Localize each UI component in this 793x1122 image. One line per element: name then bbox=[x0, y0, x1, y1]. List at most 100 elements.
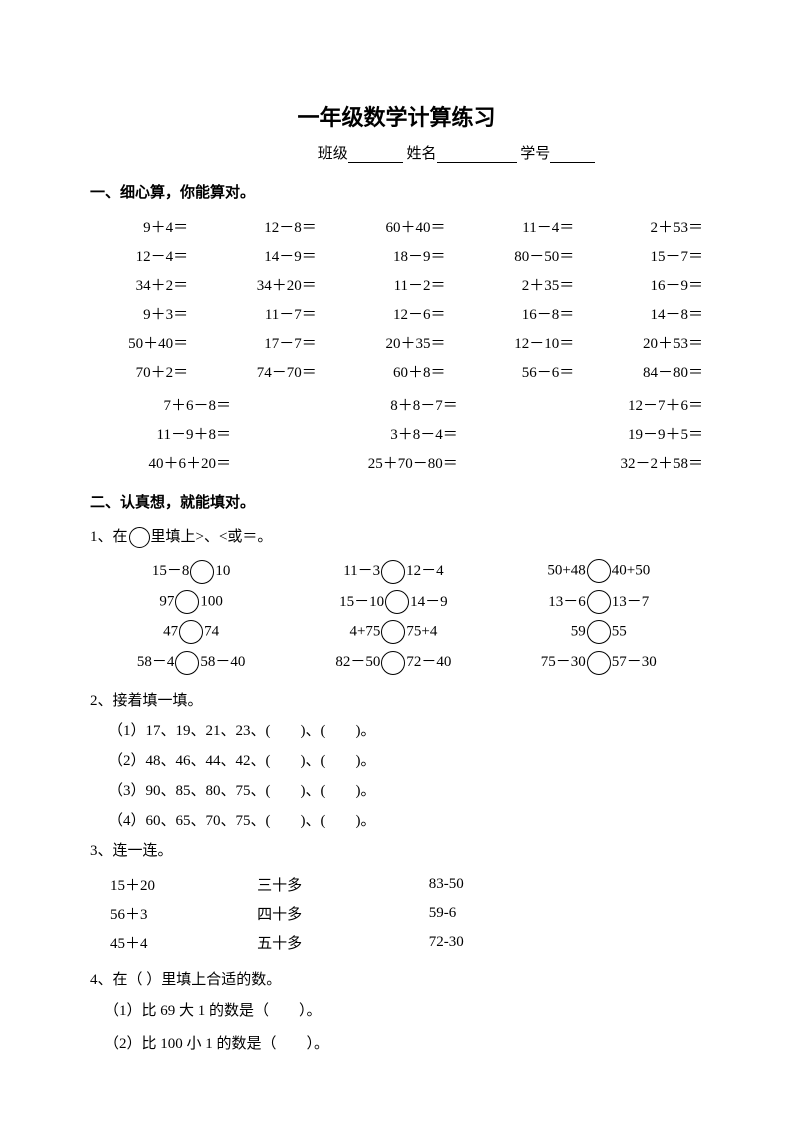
equation-cell: 16－9＝ bbox=[574, 270, 703, 299]
circle-blank[interactable] bbox=[587, 651, 611, 675]
q4-lines: （1）比 69 大 1 的数是（ ）。（2）比 100 小 1 的数是（ ）。 bbox=[104, 995, 703, 1061]
sequence-line: （1）17、19、21、23、( )、( )。 bbox=[108, 716, 703, 746]
link-cell: 56＋3 bbox=[110, 899, 257, 928]
id-blank[interactable] bbox=[550, 148, 595, 163]
compare-left: 58－4 bbox=[137, 654, 175, 670]
equations-3col: 7＋6－8＝8＋8－7＝12－7＋6＝11－9＋8＝3＋8－4＝19－9＋5＝4… bbox=[90, 390, 703, 477]
equation-cell: 2＋53＝ bbox=[574, 212, 703, 241]
compare-left: 50+48 bbox=[547, 563, 585, 579]
equation-cell: 7＋6－8＝ bbox=[90, 390, 231, 419]
compare-right: 40+50 bbox=[612, 563, 650, 579]
section1-heading: 一、细心算，你能算对。 bbox=[90, 181, 703, 202]
link-cell: 59-6 bbox=[429, 899, 601, 928]
name-label: 姓名 bbox=[406, 146, 436, 162]
equation-cell: 14－9＝ bbox=[188, 241, 317, 270]
equation-cell: 32－2＋58＝ bbox=[458, 448, 703, 477]
link-table: 15＋20三十多83-5056＋3四十多59-645＋4五十多72-30 bbox=[110, 870, 600, 957]
sequence-line: （4）60、65、70、75、( )、( )。 bbox=[108, 806, 703, 836]
compare-cell: 11－312－4 bbox=[292, 556, 494, 587]
compare-cell: 50+48 40+50 bbox=[495, 556, 703, 587]
compare-left: 13－6 bbox=[548, 594, 586, 610]
equation-cell: 70＋2＝ bbox=[90, 357, 188, 386]
equation-cell: 12－4＝ bbox=[90, 241, 188, 270]
section2-heading: 二、认真想，就能填对。 bbox=[90, 491, 703, 512]
equation-cell: 34＋20＝ bbox=[188, 270, 317, 299]
link-cell: 四十多 bbox=[257, 899, 429, 928]
equation-cell: 80－50＝ bbox=[446, 241, 575, 270]
equation-cell: 17－7＝ bbox=[188, 328, 317, 357]
compare-right: 74 bbox=[204, 624, 219, 640]
circle-blank[interactable] bbox=[381, 651, 405, 675]
q1-stem: 1、在 里填上>、<或＝。 bbox=[90, 522, 703, 552]
compare-right: 57－30 bbox=[612, 654, 657, 670]
equation-cell: 40＋6＋20＝ bbox=[90, 448, 231, 477]
circle-blank[interactable] bbox=[175, 651, 199, 675]
equation-cell: 60＋40＝ bbox=[317, 212, 446, 241]
fill-line: （1）比 69 大 1 的数是（ ）。 bbox=[104, 995, 703, 1028]
sequence-line: （2）48、46、44、42、( )、( )。 bbox=[108, 746, 703, 776]
equation-cell: 11－7＝ bbox=[188, 299, 317, 328]
circle-blank[interactable] bbox=[385, 590, 409, 614]
equation-cell: 11－2＝ bbox=[317, 270, 446, 299]
equation-cell: 11－9＋8＝ bbox=[90, 419, 231, 448]
link-cell: 三十多 bbox=[257, 870, 429, 899]
q1-stem-a: 1、在 bbox=[90, 529, 128, 545]
class-blank[interactable] bbox=[348, 148, 403, 163]
circle-blank[interactable] bbox=[381, 620, 405, 644]
q3-stem: 3、连一连。 bbox=[90, 836, 703, 866]
circle-blank[interactable] bbox=[190, 560, 214, 584]
equation-cell: 12－10＝ bbox=[446, 328, 575, 357]
compare-cell: 75－30 57－30 bbox=[495, 647, 703, 678]
equation-cell: 15－7＝ bbox=[574, 241, 703, 270]
compare-cell: 15－810 bbox=[90, 556, 292, 587]
compare-left: 75－30 bbox=[541, 654, 586, 670]
circle-blank[interactable] bbox=[381, 560, 405, 584]
link-cell: 15＋20 bbox=[110, 870, 257, 899]
equation-cell: 84－80＝ bbox=[574, 357, 703, 386]
compare-right: 100 bbox=[200, 593, 223, 609]
equation-cell: 25＋70－80＝ bbox=[231, 448, 458, 477]
name-blank[interactable] bbox=[437, 148, 517, 163]
compare-right: 55 bbox=[612, 624, 627, 640]
q2-stem: 2、接着填一填。 bbox=[90, 686, 703, 716]
circle-blank[interactable] bbox=[587, 559, 611, 583]
equation-cell: 60＋8＝ bbox=[317, 357, 446, 386]
equation-cell: 20＋35＝ bbox=[317, 328, 446, 357]
class-label: 班级 bbox=[318, 146, 348, 162]
compare-cell: 13－613－7 bbox=[495, 587, 703, 618]
link-cell: 45＋4 bbox=[110, 928, 257, 957]
compare-right: 12－4 bbox=[406, 563, 444, 579]
circle-blank[interactable] bbox=[587, 620, 611, 644]
equation-cell: 56－6＝ bbox=[446, 357, 575, 386]
link-cell: 五十多 bbox=[257, 928, 429, 957]
circle-blank[interactable] bbox=[175, 590, 199, 614]
equation-cell: 8＋8－7＝ bbox=[231, 390, 458, 419]
q4-stem: 4、在（ ）里填上合适的数。 bbox=[90, 965, 703, 995]
equation-cell: 74－70＝ bbox=[188, 357, 317, 386]
compare-left: 97 bbox=[159, 593, 174, 609]
compare-cell: 4+7575+4 bbox=[292, 617, 494, 647]
equation-cell: 2＋35＝ bbox=[446, 270, 575, 299]
equation-cell: 18－9＝ bbox=[317, 241, 446, 270]
circle-blank[interactable] bbox=[587, 590, 611, 614]
q1-stem-b: 里填上>、<或＝。 bbox=[151, 529, 273, 545]
circle-blank[interactable] bbox=[179, 620, 203, 644]
equation-cell: 9＋4＝ bbox=[90, 212, 188, 241]
compare-cell: 82－5072－40 bbox=[292, 647, 494, 678]
page-title: 一年级数学计算练习 bbox=[90, 100, 703, 132]
fill-line: （2）比 100 小 1 的数是（ ）。 bbox=[104, 1028, 703, 1061]
compare-left: 15－10 bbox=[339, 594, 384, 610]
equation-cell: 11－4＝ bbox=[446, 212, 575, 241]
equation-cell: 16－8＝ bbox=[446, 299, 575, 328]
compare-right: 14－9 bbox=[410, 594, 448, 610]
circle-icon bbox=[129, 527, 150, 548]
equation-cell: 3＋8－4＝ bbox=[231, 419, 458, 448]
compare-right: 75+4 bbox=[406, 624, 437, 640]
equation-cell: 12－7＋6＝ bbox=[458, 390, 703, 419]
equation-cell: 14－8＝ bbox=[574, 299, 703, 328]
equation-cell: 34＋2＝ bbox=[90, 270, 188, 299]
compare-right: 72－40 bbox=[406, 654, 451, 670]
q2-lines: （1）17、19、21、23、( )、( )。（2）48、46、44、42、( … bbox=[108, 716, 703, 836]
compare-left: 15－8 bbox=[152, 563, 190, 579]
compare-cell: 4774 bbox=[90, 617, 292, 647]
